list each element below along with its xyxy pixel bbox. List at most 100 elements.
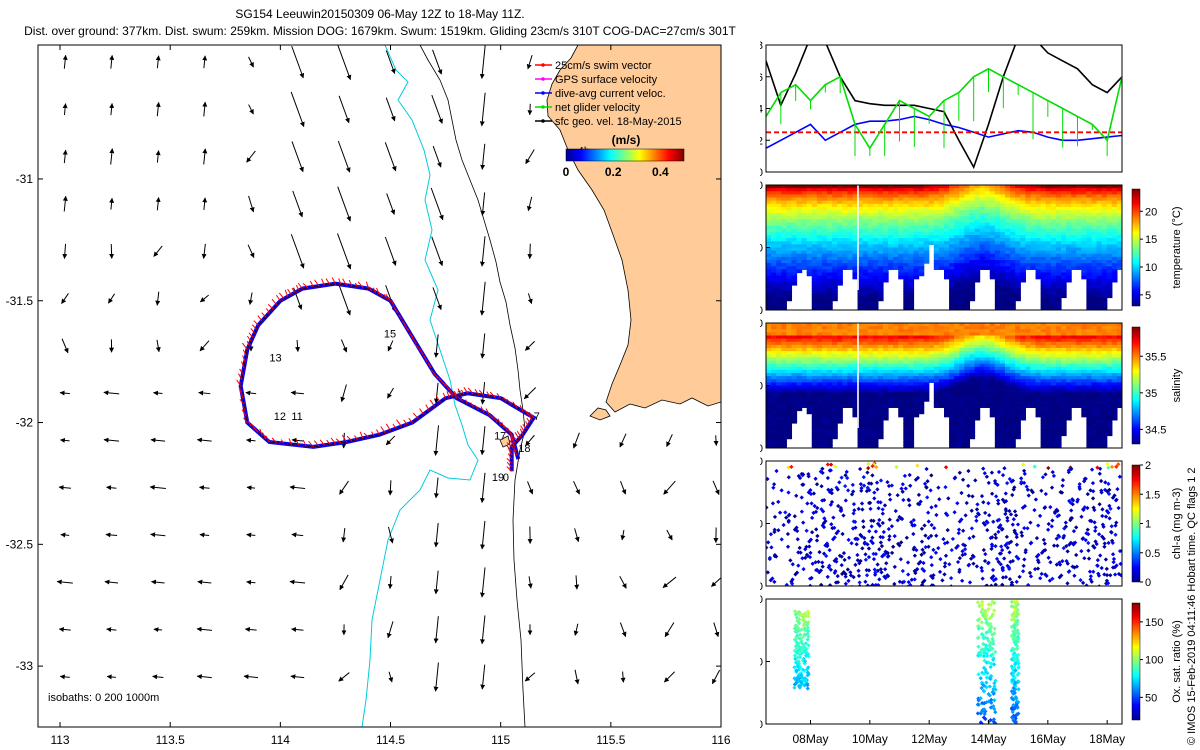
temperature-cell — [1010, 297, 1016, 302]
salinity-cell — [928, 363, 935, 368]
temperature-cell — [974, 278, 981, 283]
temperature-cell — [888, 256, 894, 261]
temperature-cell — [1045, 281, 1052, 286]
salinity-cell — [791, 373, 798, 377]
temperature-cell — [1076, 191, 1082, 195]
current-arrow — [62, 243, 68, 260]
temperature-cell — [903, 222, 909, 227]
salinity-cell — [1020, 335, 1026, 340]
salinity-cell — [893, 351, 899, 355]
temperature-cell — [832, 250, 838, 255]
salinity-cell — [872, 413, 879, 418]
temperature-cell — [999, 303, 1006, 308]
salinity-cell — [786, 329, 793, 333]
salinity-cell — [847, 335, 854, 340]
track-annotation: 17 — [494, 431, 506, 443]
salinity-cell — [933, 348, 940, 352]
current-arrow — [245, 390, 257, 396]
temperature-cell — [811, 241, 818, 245]
salinity-cell — [928, 351, 935, 355]
temperature-cell — [1076, 216, 1082, 220]
temperature-cell — [882, 266, 889, 270]
swim-vector — [357, 281, 364, 289]
salinity-cell — [1060, 332, 1067, 337]
salinity-cell — [872, 407, 879, 412]
salinity-cell — [1060, 398, 1067, 402]
salinity-cell — [938, 323, 945, 327]
temperature-cell — [852, 241, 859, 245]
salinity-cell — [1071, 338, 1077, 343]
temperature-cell — [882, 200, 889, 205]
temperature-cell — [1015, 241, 1021, 245]
swim-vector — [510, 445, 517, 452]
temperature-cell — [979, 235, 986, 239]
temperature-cell — [938, 263, 945, 267]
temperature-cell — [1045, 297, 1052, 302]
salinity-cell — [974, 344, 981, 349]
salinity-cell — [913, 332, 920, 337]
salinity-cell — [903, 323, 909, 327]
temperature-cell — [832, 272, 838, 277]
temperature-cell — [994, 275, 1001, 280]
salinity-cell — [949, 332, 955, 337]
temperature-cell — [1055, 278, 1062, 283]
y-tick-label: 500 — [760, 243, 763, 255]
temperature-cell — [898, 263, 904, 267]
temperature-cell — [781, 269, 787, 274]
salinity-cell — [888, 369, 894, 374]
temperature-cell — [933, 241, 940, 245]
map-x-tick-label: 113 — [50, 733, 69, 747]
salinity-cell — [913, 413, 920, 418]
temperature-cell — [964, 266, 971, 270]
temperature-cell — [1096, 278, 1103, 283]
salinity-cell — [918, 344, 925, 349]
salinity-cell — [903, 410, 909, 415]
temperature-cell — [821, 250, 828, 255]
swim-vector — [385, 293, 391, 302]
temperature-cell — [796, 197, 803, 202]
salinity-cell — [974, 338, 981, 343]
temperature-cell — [954, 266, 960, 270]
salinity-cell — [771, 351, 777, 355]
temperature-cell — [1106, 269, 1113, 274]
swim-vector — [259, 428, 263, 436]
salinity-cell — [852, 360, 859, 365]
current-arrow — [339, 574, 349, 591]
colorbar-tick-label: 10 — [1145, 262, 1157, 274]
temperature-cell — [1035, 241, 1042, 245]
salinity-cell — [776, 382, 782, 387]
salinity-cell — [847, 357, 854, 362]
salinity-cell — [862, 326, 869, 330]
temperature-cell — [1030, 213, 1037, 217]
current-arrow — [338, 672, 350, 682]
salinity-cell — [969, 335, 976, 340]
current-arrow — [525, 149, 535, 165]
salinity-cell — [862, 363, 869, 368]
temperature-cell — [1005, 238, 1011, 242]
salinity-cell — [1005, 366, 1011, 371]
temperature-cell — [1055, 303, 1062, 308]
current-arrow — [150, 437, 166, 443]
salinity-cell — [954, 435, 960, 440]
temperature-cell — [877, 266, 884, 270]
salinity-cell — [781, 419, 787, 424]
current-arrow — [291, 45, 305, 79]
salinity-cell — [1015, 382, 1021, 387]
salinity-cell — [903, 444, 909, 448]
salinity-cell — [974, 373, 981, 377]
salinity-cell — [821, 416, 828, 421]
salinity-cell — [913, 382, 920, 387]
temperature-cell — [898, 219, 904, 224]
temperature-cell — [969, 203, 976, 208]
temperature-cell — [781, 297, 787, 302]
salinity-cell — [1040, 366, 1047, 371]
salinity-cell — [949, 429, 955, 433]
salinity-cell — [928, 335, 935, 340]
temperature-cell — [1060, 197, 1067, 202]
salinity-cell — [1060, 376, 1067, 380]
temperature-cell — [781, 294, 787, 299]
salinity-cell — [837, 351, 843, 355]
salinity-cell — [974, 329, 981, 333]
temperature-cell — [918, 191, 925, 195]
temperature-cell — [827, 231, 833, 236]
